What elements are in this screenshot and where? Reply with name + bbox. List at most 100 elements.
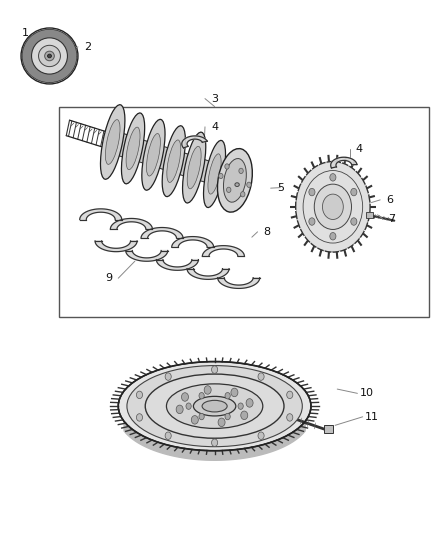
Circle shape	[191, 416, 198, 424]
Polygon shape	[151, 144, 176, 172]
Ellipse shape	[145, 374, 284, 438]
Circle shape	[136, 414, 142, 421]
Text: 5: 5	[277, 183, 284, 193]
Circle shape	[351, 218, 357, 225]
Text: 10: 10	[360, 389, 374, 398]
Ellipse shape	[45, 51, 54, 61]
Circle shape	[287, 391, 293, 399]
Text: 4: 4	[211, 122, 218, 132]
Polygon shape	[80, 209, 122, 220]
Ellipse shape	[146, 134, 160, 176]
Circle shape	[136, 391, 142, 399]
Circle shape	[226, 187, 231, 192]
Ellipse shape	[106, 119, 120, 164]
Circle shape	[322, 194, 343, 220]
Circle shape	[309, 188, 315, 196]
Polygon shape	[331, 157, 357, 168]
Ellipse shape	[167, 140, 181, 182]
Ellipse shape	[22, 29, 77, 83]
Ellipse shape	[100, 104, 125, 179]
Polygon shape	[192, 157, 217, 184]
Circle shape	[199, 392, 204, 399]
Ellipse shape	[118, 361, 311, 451]
Polygon shape	[124, 422, 305, 461]
Circle shape	[351, 188, 357, 196]
Text: 4: 4	[356, 144, 363, 154]
Polygon shape	[202, 246, 244, 256]
Circle shape	[330, 174, 336, 181]
Circle shape	[165, 432, 171, 439]
Circle shape	[212, 366, 218, 373]
Ellipse shape	[162, 126, 185, 197]
Polygon shape	[131, 138, 156, 166]
Circle shape	[186, 403, 191, 409]
Circle shape	[218, 418, 225, 426]
Circle shape	[314, 184, 351, 229]
Circle shape	[287, 414, 293, 421]
Circle shape	[258, 373, 264, 381]
Polygon shape	[172, 237, 214, 247]
Ellipse shape	[32, 38, 67, 74]
Ellipse shape	[235, 183, 239, 187]
Polygon shape	[172, 150, 197, 179]
Circle shape	[309, 218, 315, 225]
Ellipse shape	[202, 400, 227, 412]
Circle shape	[165, 373, 171, 381]
Ellipse shape	[223, 158, 246, 202]
Circle shape	[176, 405, 183, 414]
Circle shape	[296, 161, 370, 252]
Circle shape	[212, 439, 218, 447]
Circle shape	[247, 182, 251, 188]
Ellipse shape	[194, 397, 236, 416]
Circle shape	[219, 173, 223, 179]
Circle shape	[204, 386, 211, 394]
Ellipse shape	[47, 54, 52, 58]
Polygon shape	[182, 136, 207, 148]
Text: 7: 7	[389, 214, 396, 223]
Circle shape	[225, 392, 230, 399]
Circle shape	[246, 399, 253, 407]
Circle shape	[181, 393, 188, 401]
Polygon shape	[110, 219, 152, 229]
Ellipse shape	[208, 154, 221, 194]
Circle shape	[225, 164, 229, 169]
Circle shape	[231, 388, 238, 397]
Ellipse shape	[217, 149, 252, 212]
Text: 6: 6	[386, 195, 393, 205]
Text: 9: 9	[105, 273, 112, 283]
Ellipse shape	[39, 45, 60, 67]
Ellipse shape	[204, 140, 226, 207]
Circle shape	[258, 432, 264, 439]
Polygon shape	[126, 251, 168, 261]
Circle shape	[199, 414, 204, 420]
Polygon shape	[103, 131, 115, 154]
Circle shape	[239, 168, 243, 174]
Ellipse shape	[126, 127, 140, 169]
Ellipse shape	[127, 366, 302, 447]
Bar	[366, 212, 373, 218]
Circle shape	[238, 403, 243, 409]
Polygon shape	[110, 131, 135, 159]
Text: 2: 2	[84, 42, 91, 52]
Text: 8: 8	[264, 227, 271, 237]
Circle shape	[330, 232, 336, 240]
Ellipse shape	[21, 28, 78, 84]
Circle shape	[240, 191, 245, 197]
Circle shape	[225, 414, 230, 420]
Text: 1: 1	[22, 28, 29, 38]
Bar	[324, 425, 333, 433]
Ellipse shape	[142, 119, 165, 190]
Polygon shape	[156, 260, 198, 270]
Bar	[59, 107, 429, 317]
Polygon shape	[141, 228, 183, 238]
Polygon shape	[95, 241, 137, 252]
Text: 3: 3	[211, 94, 218, 103]
Ellipse shape	[187, 147, 201, 189]
Polygon shape	[218, 278, 260, 288]
Ellipse shape	[121, 113, 145, 184]
Circle shape	[241, 411, 248, 419]
Ellipse shape	[166, 384, 263, 429]
Polygon shape	[187, 269, 229, 279]
Text: 11: 11	[365, 412, 379, 422]
Ellipse shape	[183, 132, 206, 203]
